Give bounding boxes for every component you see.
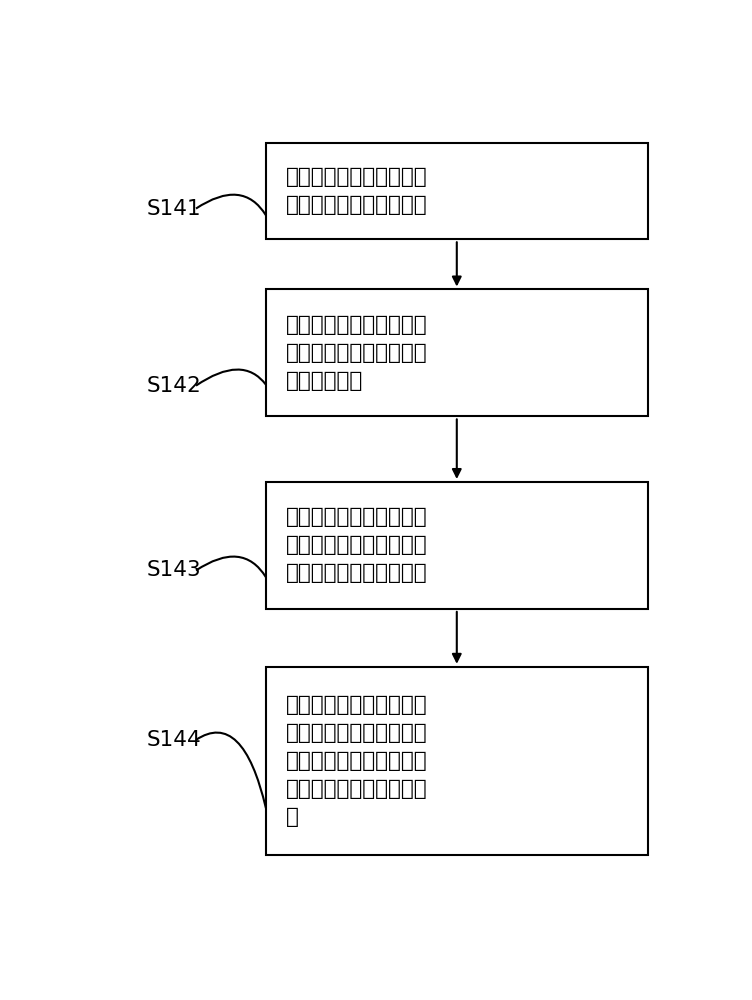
Text: S142: S142	[147, 376, 202, 396]
Text: 计算所述待定焊缝信息的
亮度最小值和其端点的亮
度最小值，并去除两者区
别不大的所述待定焊缝信
息: 计算所述待定焊缝信息的 亮度最小值和其端点的亮 度最小值，并去除两者区 别不大的…	[287, 695, 428, 827]
Text: S144: S144	[147, 730, 202, 750]
Bar	[266, 667, 647, 855]
Bar	[266, 482, 647, 609]
Text: 去除沿所述候选信息的方
向上所述亮度平均值变化
过大的所述待定焊缝信息: 去除沿所述候选信息的方 向上所述亮度平均值变化 过大的所述待定焊缝信息	[287, 507, 428, 583]
Text: 去除所述亮度平均值大于
亮度阈值的所述候选信息: 去除所述亮度平均值大于 亮度阈值的所述候选信息	[287, 167, 428, 215]
Text: S141: S141	[147, 199, 201, 219]
Text: S143: S143	[147, 560, 201, 580]
Bar	[266, 143, 647, 239]
Text: 去除连续个数小于长度阈
值的所述候选信息，得到
待定焊缝信息: 去除连续个数小于长度阈 值的所述候选信息，得到 待定焊缝信息	[287, 315, 428, 391]
Bar	[266, 289, 647, 416]
